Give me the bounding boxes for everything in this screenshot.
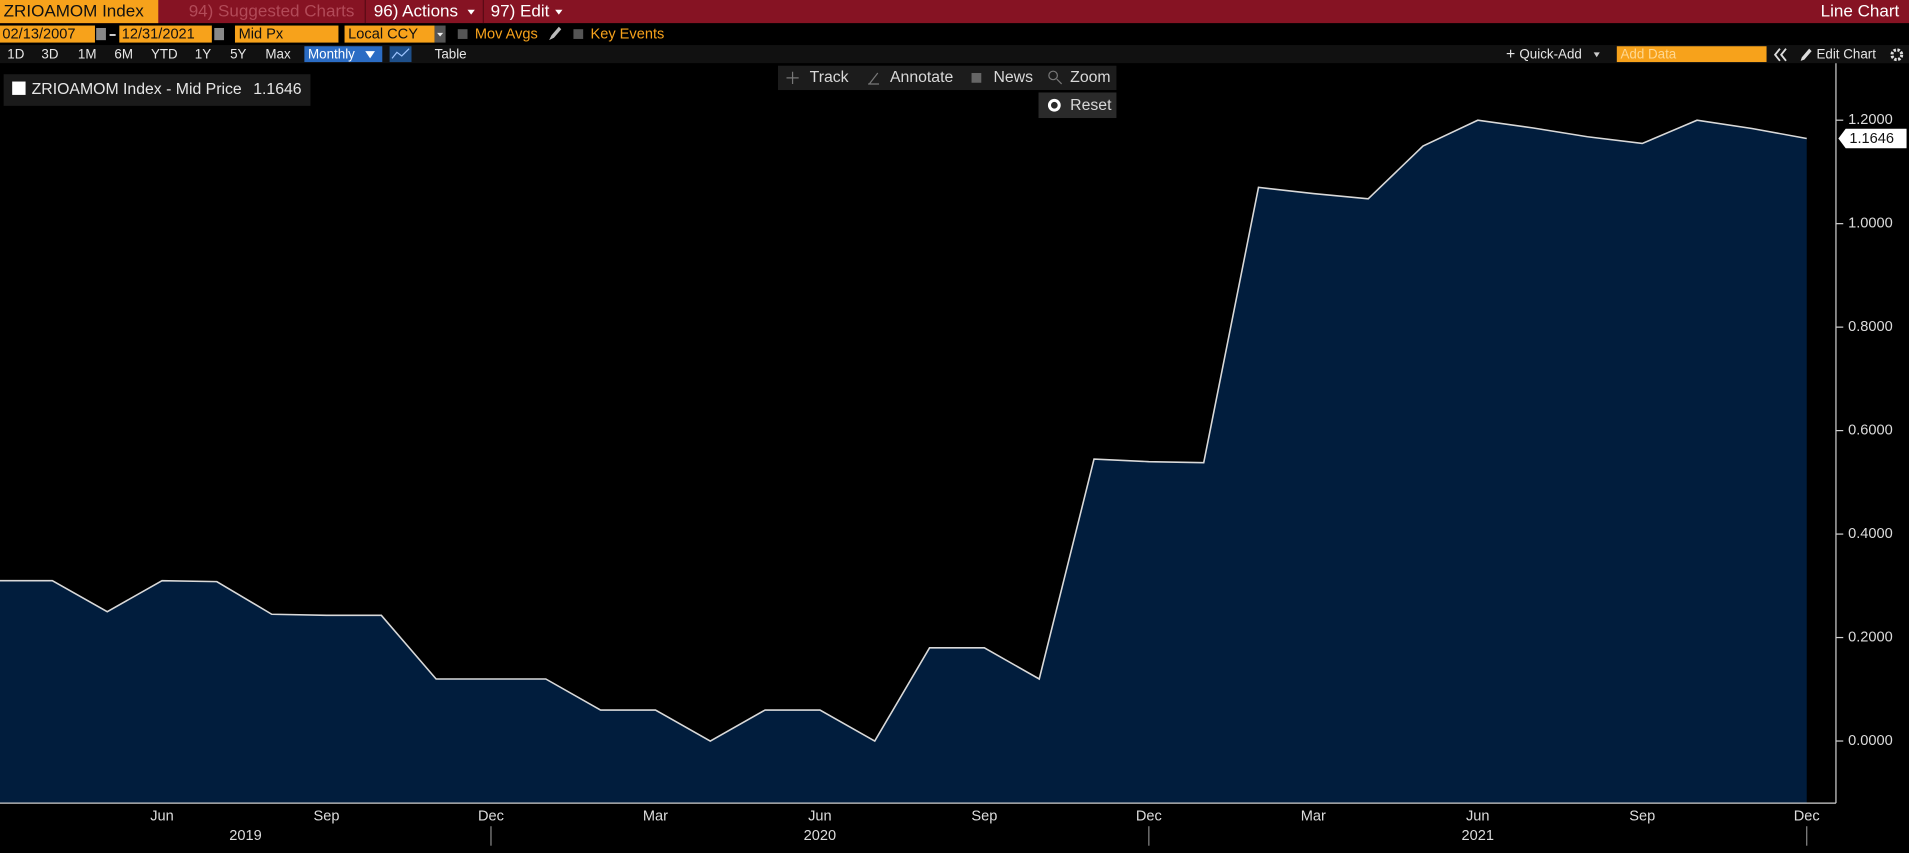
legend-swatch[interactable]	[12, 81, 26, 95]
x-tick-label: Jun	[1466, 808, 1490, 824]
edit-chart[interactable]: Edit Chart	[1816, 46, 1876, 61]
chart-style-button[interactable]	[389, 46, 412, 63]
tool[interactable]: Track	[810, 69, 849, 86]
end-date[interactable]: 12/31/2021	[122, 27, 195, 43]
x-tick-label: Dec	[1136, 808, 1162, 824]
y-tick-label: 0.0000	[1848, 733, 1893, 749]
frequency[interactable]: Monthly	[308, 46, 355, 61]
frequency-button[interactable]	[304, 46, 383, 63]
add-data[interactable]: Add Data	[1620, 46, 1676, 61]
year-label: 2019	[229, 828, 261, 844]
dropdown-arrow	[555, 9, 563, 15]
track-icon	[786, 71, 799, 84]
quick-add[interactable]: Quick-Add	[1519, 46, 1581, 61]
range-button[interactable]: 6M	[114, 46, 133, 61]
x-tick-label: Mar	[1301, 808, 1326, 824]
date-input[interactable]	[119, 25, 212, 43]
option[interactable]: Key Events	[590, 27, 664, 43]
dropdown-arrow	[467, 9, 475, 15]
range-button[interactable]: 3D	[41, 46, 58, 61]
start-date[interactable]: 02/13/2007	[2, 27, 75, 43]
ticker-box[interactable]	[0, 0, 159, 24]
dropdown-arrow	[437, 32, 444, 37]
collapse-icon[interactable]	[1773, 48, 1787, 62]
legend-value: 1.1646	[253, 81, 302, 98]
menu[interactable]: 94) Suggested Charts	[189, 2, 355, 21]
year-label: 2021	[1462, 828, 1494, 844]
last-value-tag	[1838, 128, 1907, 149]
x-tick-label: Sep	[1629, 808, 1655, 824]
tool[interactable]: Annotate	[890, 69, 954, 86]
currency[interactable]: Local CCY	[348, 27, 418, 43]
chart-kind: Line Chart	[1821, 2, 1900, 21]
year-label: 2020	[804, 828, 836, 844]
range-button[interactable]: YTD	[151, 46, 178, 61]
y-tick-label: 0.4000	[1848, 526, 1893, 542]
x-tick-label: Sep	[314, 808, 340, 824]
add-data-input[interactable]	[1616, 46, 1767, 63]
menu[interactable]: 96) Actions	[374, 2, 458, 21]
line-icon	[391, 48, 410, 59]
y-tick-label: 0.2000	[1848, 629, 1893, 645]
checkbox[interactable]	[457, 29, 468, 39]
y-tick-label: 0.8000	[1848, 319, 1893, 335]
reset-icon	[1047, 98, 1061, 112]
settings-icon[interactable]	[1890, 48, 1904, 62]
title-bar	[0, 0, 1909, 24]
range-button[interactable]: Max	[265, 46, 291, 61]
field-input[interactable]	[234, 25, 339, 43]
date-input[interactable]	[0, 25, 95, 43]
range-button[interactable]: 1Y	[195, 46, 211, 61]
last-value-label: 1.1646	[1849, 131, 1894, 147]
pencil-icon[interactable]	[549, 26, 562, 41]
reset-button[interactable]	[1038, 92, 1117, 119]
range-buttons: 1D 3D 1M 6M YTD 1Y 5Y Max	[7, 46, 291, 61]
y-tick-label: 0.6000	[1848, 422, 1893, 438]
y-tick-label: 1.2000	[1848, 112, 1893, 128]
separator	[109, 34, 116, 36]
toolbar	[0, 45, 1909, 64]
area	[0, 120, 1807, 804]
x-tick-label: Jun	[150, 808, 174, 824]
price-field[interactable]: Mid Px	[239, 27, 284, 43]
menu[interactable]: 97) Edit	[491, 2, 550, 21]
calendar-icon[interactable]	[96, 27, 106, 41]
tool[interactable]: News	[993, 69, 1033, 86]
news-icon	[971, 73, 982, 83]
plus: +	[1506, 46, 1515, 63]
option[interactable]: Mov Avgs	[475, 27, 538, 43]
axes: 0.0000 0.2000 0.4000 0.6000 0.8000 1.0000 1.20…	[150, 112, 1907, 846]
x-tick-label: Sep	[971, 808, 997, 824]
calendar-icon[interactable]	[214, 27, 225, 41]
tool[interactable]: Zoom	[1070, 69, 1110, 86]
x-tick-label: Dec	[1794, 808, 1820, 824]
range-button[interactable]: 1M	[78, 46, 97, 61]
reset[interactable]: Reset	[1070, 97, 1112, 114]
range-button[interactable]: 5Y	[230, 46, 246, 61]
dropdown-arrow	[1593, 52, 1600, 58]
legend	[3, 74, 311, 106]
pencil-icon	[1800, 48, 1812, 61]
zoom-icon	[1048, 70, 1058, 81]
ticker[interactable]: ZRIOAMOM Index	[4, 2, 145, 21]
dropdown-arrow	[365, 51, 375, 59]
x-tick-label: Jun	[808, 808, 832, 824]
view-button[interactable]: Table	[435, 46, 467, 61]
annotate-icon	[868, 72, 880, 85]
checkbox[interactable]	[573, 29, 584, 39]
x-tick-label: Dec	[478, 808, 504, 824]
currency-input[interactable]	[344, 25, 435, 43]
chart-toolbar	[777, 65, 1117, 91]
y-tick-label: 1.0000	[1848, 216, 1893, 232]
zoom-icon	[1056, 78, 1063, 85]
line	[0, 119, 1807, 743]
x-tick-label: Mar	[643, 808, 668, 824]
range-button[interactable]: 1D	[7, 46, 24, 61]
plot	[0, 119, 1807, 804]
legend-label: ZRIOAMOM Index - Mid Price	[32, 81, 242, 98]
